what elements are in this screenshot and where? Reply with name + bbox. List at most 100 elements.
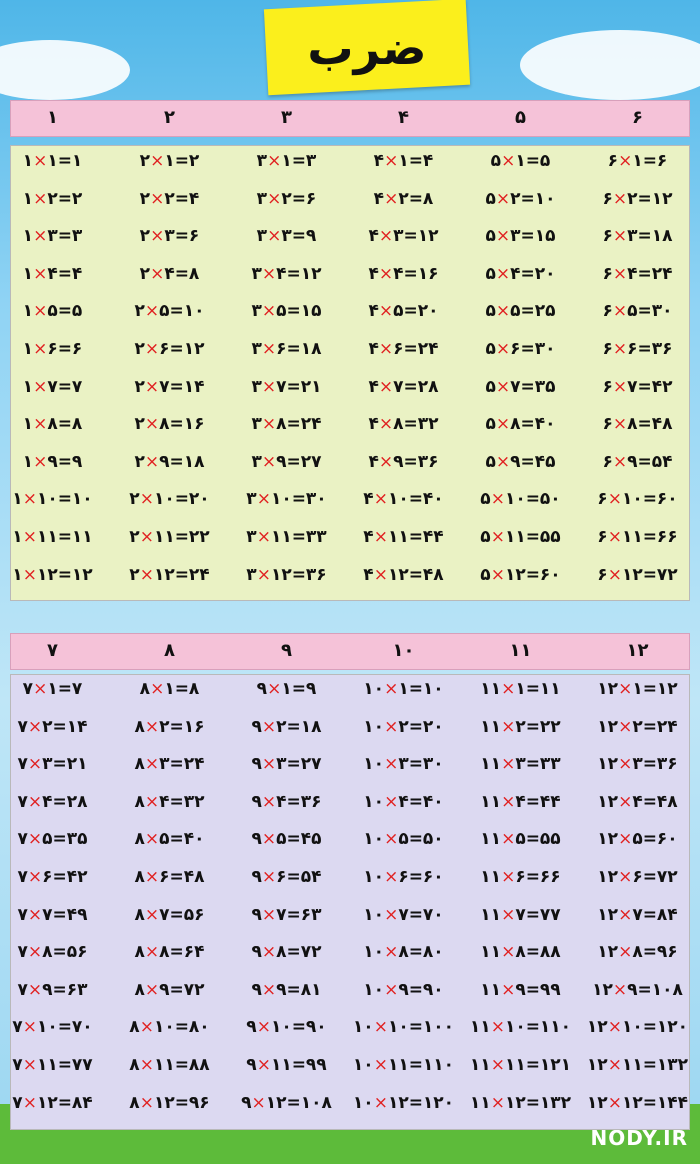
cell-part: ۹=۳۶ xyxy=(393,451,439,472)
times-sign: × xyxy=(373,527,388,547)
cell-part: ۲ xyxy=(129,564,140,585)
times-sign: × xyxy=(33,188,48,209)
cell-part: ۶ xyxy=(602,301,613,322)
table-cell: ۷×۱۲=۸۴ xyxy=(0,1093,111,1113)
times-sign: × xyxy=(612,188,628,209)
cell-part: ۱ xyxy=(12,489,23,510)
table-cell: ۱×۳=۳ xyxy=(0,226,111,246)
cell-part: ۲ xyxy=(139,226,151,247)
times-sign: × xyxy=(144,301,160,322)
times-sign: × xyxy=(384,188,399,209)
cell-part: ۵ xyxy=(490,151,502,171)
cell-part: ۹ xyxy=(256,679,268,699)
times-sign: × xyxy=(607,527,622,547)
cell-part: ۱۱=۱۱ xyxy=(36,527,93,547)
cell-part: ۱=۱ xyxy=(47,151,83,171)
cell-part: ۱ xyxy=(22,151,34,171)
column-header: ۵ xyxy=(515,107,526,128)
times-sign: × xyxy=(267,151,282,171)
cell-part: ۶ xyxy=(602,226,613,247)
times-sign: × xyxy=(612,451,628,472)
table-cell: ۷×۳=۲۱ xyxy=(0,754,111,774)
times-sign: × xyxy=(33,414,48,435)
cell-part: ۱=۵ xyxy=(515,151,551,171)
cell-part: ۱۱=۷۷ xyxy=(36,1055,93,1075)
cell-part: ۳=۳۳ xyxy=(515,754,561,775)
cell-part: ۱=۴ xyxy=(398,151,434,171)
times-sign: × xyxy=(33,301,48,322)
table-cell: ۱۲×۱۱=۱۳۲ xyxy=(579,1055,696,1075)
table-cell: ۱۱×۱۱=۱۲۱ xyxy=(462,1055,579,1075)
table-cell: ۵×۷=۳۵ xyxy=(462,377,579,397)
cell-part: ۶ xyxy=(602,376,613,397)
cell-part: ۱۲=۱۳۲ xyxy=(504,1092,572,1113)
cell-part: ۱۲=۷۲ xyxy=(621,564,678,585)
cell-part: ۱۲=۹۶ xyxy=(153,1092,210,1113)
times-sign: × xyxy=(384,979,399,1000)
table-cell: ۱۰×۵=۵۰ xyxy=(345,829,462,849)
table-cell: ۴×۴=۱۶ xyxy=(345,264,462,284)
times-sign: × xyxy=(495,188,511,209)
cell-part: ۹=۱۰۸ xyxy=(627,979,683,1000)
cell-part: ۳ xyxy=(251,376,262,397)
cell-part: ۱۲=۱۲ xyxy=(36,564,93,585)
cell-part: ۱۰ xyxy=(363,791,385,812)
cell-part: ۱۱ xyxy=(480,829,502,850)
table-cell: ۱۰×۳=۳۰ xyxy=(345,754,462,774)
times-sign: × xyxy=(384,942,399,963)
times-sign: × xyxy=(378,376,394,397)
cell-part: ۵=۴۰ xyxy=(159,829,205,850)
times-sign: × xyxy=(495,301,511,322)
watermark: NODY.IR xyxy=(590,1126,688,1150)
times-sign: × xyxy=(384,829,399,850)
cell-part: ۱۰ xyxy=(363,979,385,1000)
table-cell: ۳×۳=۹ xyxy=(228,226,345,246)
times-sign: × xyxy=(261,716,277,737)
times-sign: × xyxy=(261,942,277,963)
cell-part: ۸ xyxy=(129,1017,140,1038)
cell-part: ۱۰=۲۰ xyxy=(153,489,210,510)
table-cell: ۸×۲=۱۶ xyxy=(111,717,228,737)
table-cell: ۴×۱۱=۴۴ xyxy=(345,527,462,547)
cell-part: ۶=۶۶ xyxy=(515,867,561,887)
table-cell: ۷×۱=۷ xyxy=(0,679,111,699)
table-cell: ۹×۱۲=۱۰۸ xyxy=(228,1093,345,1113)
cell-part: ۱۱=۶۶ xyxy=(621,527,678,547)
cell-part: ۵=۴۵ xyxy=(276,829,322,850)
cell-part: ۴ xyxy=(368,376,379,397)
times-sign: × xyxy=(144,754,160,775)
cell-part: ۳=۲۱ xyxy=(42,754,88,775)
table-body xyxy=(10,145,690,601)
table-cell: ۱۰×۲=۲۰ xyxy=(345,717,462,737)
table-cell: ۵×۸=۴۰ xyxy=(462,414,579,434)
cell-part: ۹=۲۷ xyxy=(276,451,322,472)
cell-part: ۷=۲۱ xyxy=(276,376,322,397)
times-sign: × xyxy=(261,791,277,812)
cell-part: ۴=۱۶ xyxy=(393,263,439,284)
cell-part: ۳=۱۵ xyxy=(510,226,556,247)
cell-part: ۸=۴۰ xyxy=(510,414,556,435)
times-sign: × xyxy=(256,1055,271,1075)
cell-part: ۹ xyxy=(251,979,262,1000)
cell-part: ۵=۱۰ xyxy=(159,301,205,322)
table-cell: ۳×۵=۱۵ xyxy=(228,301,345,321)
cell-part: ۱۱=۹۹ xyxy=(270,1055,327,1075)
table-cell: ۱×۱۰=۱۰ xyxy=(0,489,111,509)
cell-part: ۷=۴۹ xyxy=(42,904,88,925)
cell-part: ۵ xyxy=(485,263,496,284)
table-cell: ۱×۴=۴ xyxy=(0,264,111,284)
times-sign: × xyxy=(384,151,399,171)
times-sign: × xyxy=(22,527,37,547)
times-sign: × xyxy=(612,339,628,359)
times-sign: × xyxy=(139,564,154,585)
table-cell: ۳×۲=۶ xyxy=(228,189,345,209)
times-sign: × xyxy=(501,829,516,850)
times-sign: × xyxy=(27,867,43,887)
table-cell: ۸×۱۰=۸۰ xyxy=(111,1017,228,1037)
cell-part: ۱۱=۱۱۰ xyxy=(387,1055,455,1075)
table-cell: ۸×۸=۶۴ xyxy=(111,942,228,962)
cell-part: ۲=۱۲ xyxy=(627,188,673,209)
cell-part: ۴ xyxy=(368,263,379,284)
table-cell: ۳×۸=۲۴ xyxy=(228,414,345,434)
times-sign: × xyxy=(378,301,394,322)
